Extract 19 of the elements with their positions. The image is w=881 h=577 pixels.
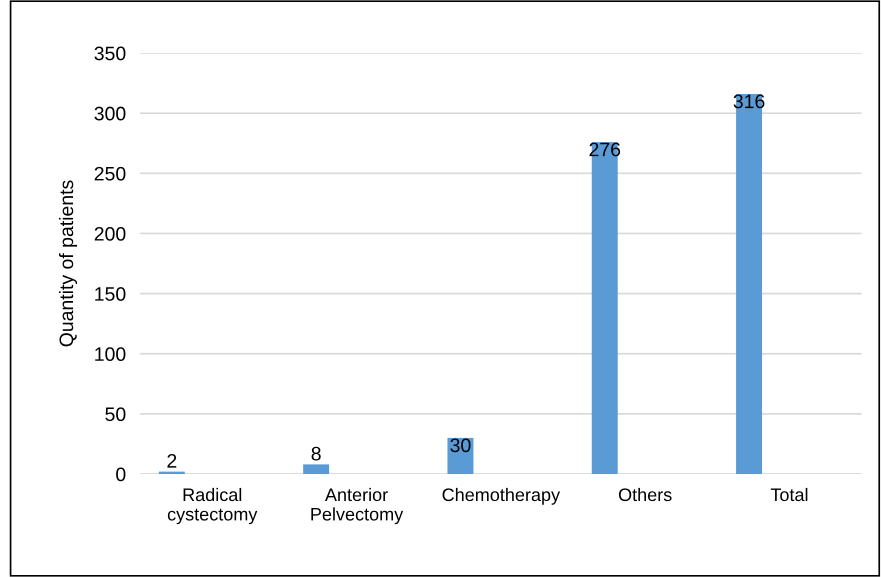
y-tick-label: 100 <box>95 347 126 361</box>
x-tick-label: Others <box>618 488 672 502</box>
y-tick-label: 350 <box>94 46 126 60</box>
data-label: 30 <box>450 438 470 452</box>
y-tick-label: 50 <box>105 407 126 422</box>
y-tick-label: 250 <box>94 166 126 181</box>
y-tick-label: 300 <box>94 106 126 120</box>
x-tick-label: Radical cystectomy <box>168 488 258 524</box>
y-axis-title: Quantity of patients <box>58 180 78 346</box>
data-label: 2 <box>167 454 176 468</box>
x-tick-label: Chemotherapy <box>442 488 560 505</box>
bar <box>158 472 185 474</box>
y-tick-label: 150 <box>95 287 126 301</box>
y-tick-label: 200 <box>94 226 126 241</box>
x-tick-label: Anterior Pelvectomy <box>311 488 404 524</box>
x-tick-label: Total <box>770 488 808 502</box>
data-label: 8 <box>312 446 321 461</box>
y-tick-label: 0 <box>116 467 126 482</box>
bar <box>303 464 330 474</box>
